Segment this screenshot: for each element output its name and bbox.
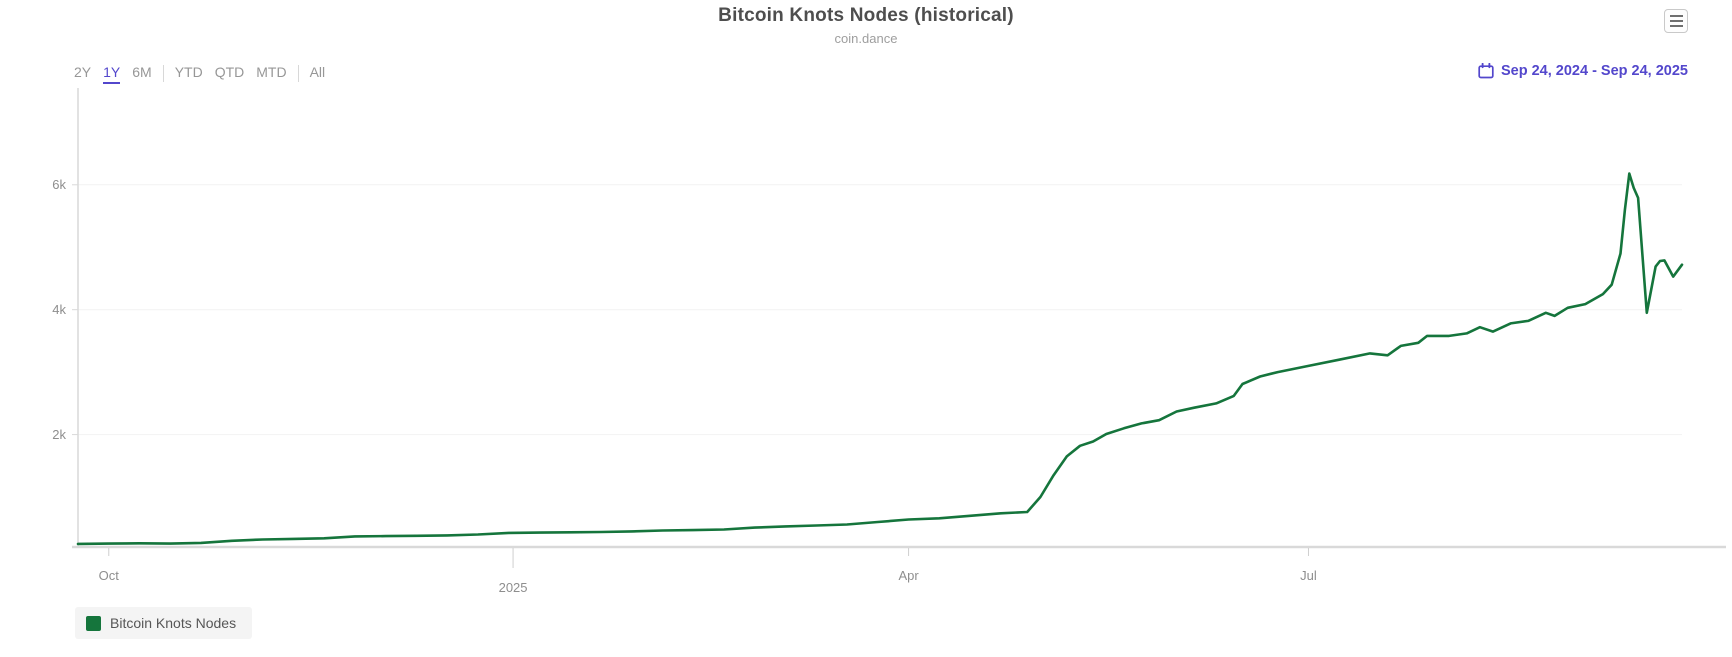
range-group-divider	[162, 64, 164, 82]
chart-subtitle: coin.dance	[834, 31, 898, 46]
export-menu-button[interactable]	[1664, 9, 1688, 33]
range-selector: 2Y 1Y 6M YTD QTD MTD All	[74, 62, 331, 84]
range-button-6m[interactable]: 6M	[132, 64, 152, 80]
range-button-1y[interactable]: 1Y	[103, 62, 121, 84]
date-range-label: Sep 24, 2024 - Sep 24, 2025	[1500, 63, 1688, 79]
legend-item-bitcoin-knots-nodes[interactable]: Bitcoin Knots Nodes	[75, 607, 253, 639]
chart-title: Bitcoin Knots Nodes (historical)	[718, 5, 1014, 26]
series-line-bitcoin-knots-nodes[interactable]	[76, 172, 1684, 546]
range-button-mtd[interactable]: MTD	[256, 64, 287, 80]
legend-label: Bitcoin Knots Nodes	[110, 615, 237, 631]
range-button-ytd[interactable]: YTD	[174, 64, 203, 80]
legend-color-swatch	[86, 615, 101, 631]
calendar-icon	[1478, 63, 1494, 79]
range-button-all[interactable]: All	[309, 64, 326, 80]
date-range-picker[interactable]: Sep 24, 2024 - Sep 24, 2025	[1478, 63, 1688, 79]
range-button-2y[interactable]: 2Y	[74, 64, 92, 80]
range-group-divider	[297, 64, 299, 82]
hamburger-menu-icon	[1669, 15, 1683, 17]
range-button-qtd[interactable]: QTD	[214, 64, 245, 80]
